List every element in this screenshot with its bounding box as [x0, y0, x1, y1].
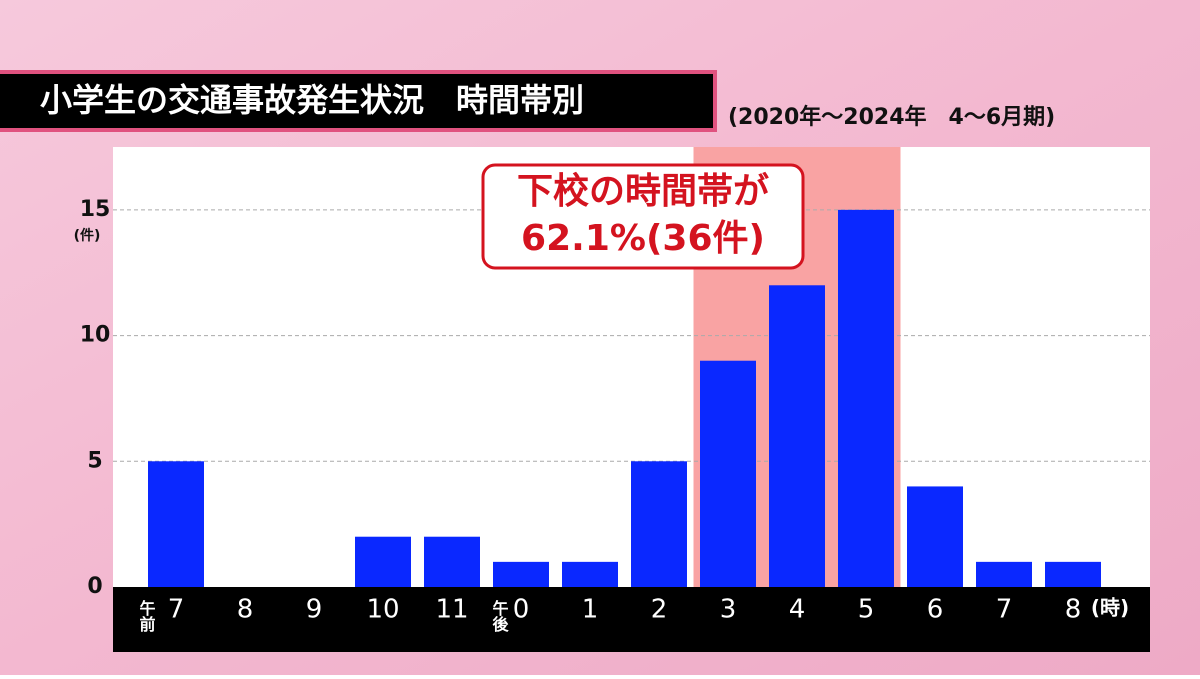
y-tick-label: 0	[87, 574, 102, 599]
x-tick-label: 0	[513, 595, 530, 625]
bar	[907, 486, 963, 587]
am-label: 午前	[137, 599, 156, 633]
x-tick-label: 10	[366, 595, 399, 625]
y-axis-label: (件)	[74, 227, 101, 244]
bar	[700, 360, 756, 587]
chart-subtitle: (2020年～2024年 4～6月期)	[728, 104, 1055, 130]
x-tick-label: 1	[582, 595, 599, 625]
x-tick-label: 11	[435, 595, 468, 625]
x-tick-label: 6	[927, 595, 944, 625]
bar	[424, 536, 480, 587]
bar	[562, 561, 618, 587]
y-tick-label: 10	[80, 323, 111, 348]
title-box	[0, 70, 717, 132]
annotation: 下校の時間帯が	[517, 171, 769, 212]
x-tick-label: 2	[651, 595, 668, 625]
y-tick-label: 5	[87, 448, 102, 473]
x-tick-label: 8	[237, 595, 254, 625]
x-tick-label: 5	[858, 595, 875, 625]
bar	[838, 209, 894, 587]
x-tick-label: 4	[789, 595, 806, 625]
bar	[631, 461, 687, 587]
annotation-box	[481, 163, 805, 270]
chart-title: 小学生の交通事故発生状況 時間帯別	[40, 81, 584, 119]
x-tick-label: 9	[306, 595, 323, 625]
bar	[355, 536, 411, 587]
bar	[976, 561, 1032, 587]
bar	[493, 561, 549, 587]
x-tick-label: 8	[1065, 595, 1082, 625]
bar	[1045, 561, 1101, 587]
bar	[148, 461, 204, 587]
pm-label: 午後	[490, 599, 509, 633]
annotation: 62.1%(36件)	[521, 218, 765, 259]
x-tick-label: 7	[168, 595, 185, 625]
y-tick-label: 15	[80, 197, 111, 222]
x-axis-band	[113, 587, 1150, 652]
x-axis-label: (時)	[1091, 596, 1129, 620]
x-tick-label: 3	[720, 595, 737, 625]
bar	[769, 285, 825, 587]
x-tick-label: 7	[996, 595, 1013, 625]
